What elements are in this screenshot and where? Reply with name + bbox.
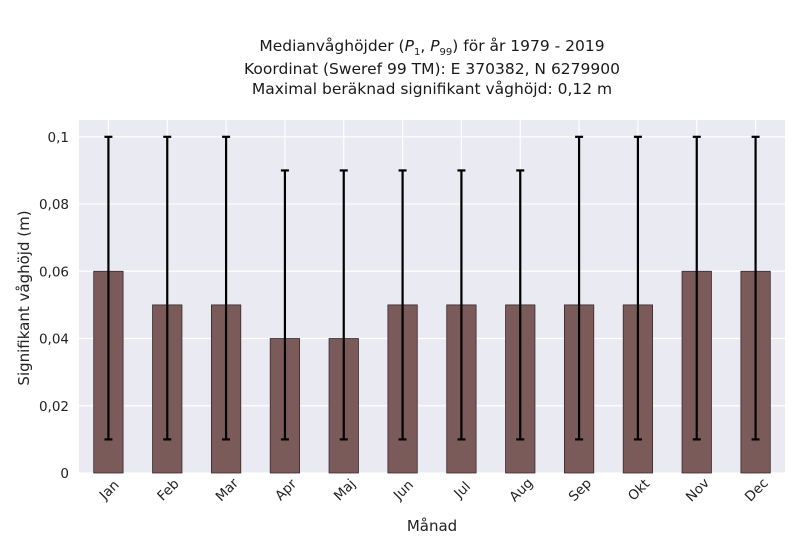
x-tick-label: Jan [96,477,123,504]
y-tick-labels: 0 0,02 0,04 0,06 0,08 0,1 [39,130,69,482]
chart-title: Medianvåghöjder (P1, P99) för år 1979 - … [244,37,620,98]
x-axis-label: Månad [407,517,457,535]
x-tick-label: Apr [272,476,300,504]
x-tick-labels: Jan Feb Mar Apr Maj Jun Jul Aug Sep Okt Nov Dec [96,475,772,505]
x-tick-label: Mar [213,475,243,505]
chart-title-line-1: Medianvåghöjder (P1, P99) för år 1979 - … [259,37,604,58]
y-tick-label: 0,04 [39,332,69,348]
x-tick-label: Aug [506,475,536,505]
y-tick-label: 0,02 [39,399,69,415]
error-bars [104,135,760,441]
y-tick-label: 0,1 [48,130,69,146]
x-tick-label: Dec [742,475,772,505]
x-tick-label: Nov [683,475,713,505]
x-tick-label: Jul [450,479,474,503]
x-tick-label: Feb [154,476,182,504]
x-tick-label: Maj [331,476,359,504]
y-tick-label: 0 [60,466,69,482]
x-tick-label: Jun [390,477,417,504]
plot-area [79,120,785,473]
x-tick-label: Okt [625,476,653,504]
y-tick-label: 0,08 [39,197,69,213]
chart-title-line-2: Koordinat (Sweref 99 TM): E 370382, N 62… [244,60,620,78]
y-axis-label: Signifikant våghöjd (m) [15,210,33,385]
x-tick-label: Sep [566,476,595,505]
chart-title-line-3: Maximal beräknad signifikant våghöjd: 0,… [252,80,612,98]
y-tick-label: 0,06 [39,264,69,280]
